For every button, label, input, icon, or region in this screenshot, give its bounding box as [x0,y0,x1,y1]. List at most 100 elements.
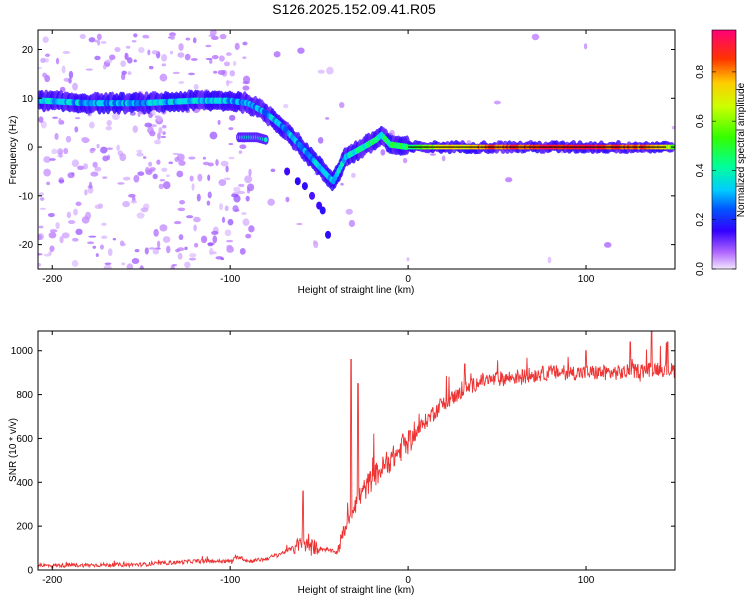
noise-blob [49,229,58,233]
noise-blob [84,189,88,196]
noise-blob [192,37,197,44]
noise-blob [242,81,250,85]
noise-blob [325,117,330,120]
noise-blob [90,171,99,177]
noise-blob [48,231,57,239]
noise-blob [74,126,79,133]
x-tick-label: 100 [578,274,595,285]
noise-blob [72,82,78,91]
colorbar-ticks: 0.0 0.2 0.4 0.6 0.8 [695,64,736,276]
noise-blob [63,147,69,155]
noise-blob [94,204,102,209]
noise-blob [505,177,513,183]
noise-blob [83,163,89,170]
y-tick-label: 1000 [11,346,34,357]
noise-blob [137,171,145,176]
noise-blob [603,241,612,248]
noise-blob [348,219,356,228]
noise-blob [147,49,151,56]
tail-point [319,206,326,215]
noise-blob [221,216,226,223]
noise-blob [87,241,95,245]
noise-blob [184,261,191,269]
noise-blob [162,236,171,243]
noise-blob [429,153,437,156]
noise-blob [166,245,171,254]
noise-blob [106,147,113,150]
noise-blob [57,148,64,156]
colorbar-gradient [711,29,737,270]
noise-blob [117,182,125,185]
noise-blob [441,155,446,162]
noise-blob [81,136,89,143]
snr-x-label: Height of straight line (km) [298,585,415,596]
noise-blob [248,168,252,177]
noise-blob [317,69,325,74]
noise-blob [156,115,163,122]
noise-blob [228,127,234,131]
noise-blob [220,160,229,167]
noise-blob [152,248,160,255]
noise-blob [120,60,126,67]
noise-blob [73,208,78,216]
noise-blob [88,235,97,238]
noise-blob [97,39,101,46]
noise-blob [68,77,72,84]
noise-blob [173,220,182,225]
noise-blob [101,222,107,226]
noise-blob [242,41,248,46]
noise-blob [114,46,121,53]
noise-blob [153,228,159,237]
noise-blob [38,263,42,267]
noise-blob [493,100,501,105]
noise-blob [191,183,195,191]
noise-blob [196,193,201,202]
noise-blob [224,205,229,212]
noise-blob [185,37,191,41]
tail-point [309,191,316,200]
noise-blob [72,237,79,242]
noise-blob [583,43,588,50]
noise-blob [466,140,472,145]
noise-blob [229,70,236,77]
noise-blob [120,73,126,81]
noise-blob [61,232,70,239]
noise-blob [59,236,64,244]
noise-blob [242,218,250,227]
y-tick-label: 800 [16,390,33,401]
noise-blob [77,165,85,170]
spectrogram-frame [37,29,676,270]
noise-blob [206,200,211,206]
noise-blob [55,222,60,230]
noise-blob [188,257,197,261]
noise-blob [177,52,185,58]
noise-blob [105,125,112,131]
noise-blob [43,253,51,257]
noise-blob [402,157,408,164]
noise-blob [248,225,255,233]
noise-blob [140,207,149,213]
tail-point [294,177,301,186]
x-tick-label: -100 [220,575,240,586]
noise-blob [136,149,143,154]
noise-blob [178,160,186,166]
noise-blob [169,34,176,41]
noise-blob [217,69,226,76]
y-tick-label: 400 [16,478,33,489]
noise-blob [38,192,45,196]
y-tick-label: 200 [16,522,33,533]
noise-blob [184,246,188,251]
noise-blob [122,200,130,208]
noise-blob [94,39,98,43]
noise-blob [228,156,235,160]
noise-blob [121,262,126,266]
noise-blob [55,57,60,65]
noise-blob [184,53,191,61]
noise-blob [122,176,131,181]
noise-blob [151,50,159,55]
noise-blob [40,57,46,63]
x-tick-label: -100 [220,274,240,285]
noise-blob [148,247,156,250]
noise-blob [94,166,102,172]
noise-blob [107,248,113,257]
